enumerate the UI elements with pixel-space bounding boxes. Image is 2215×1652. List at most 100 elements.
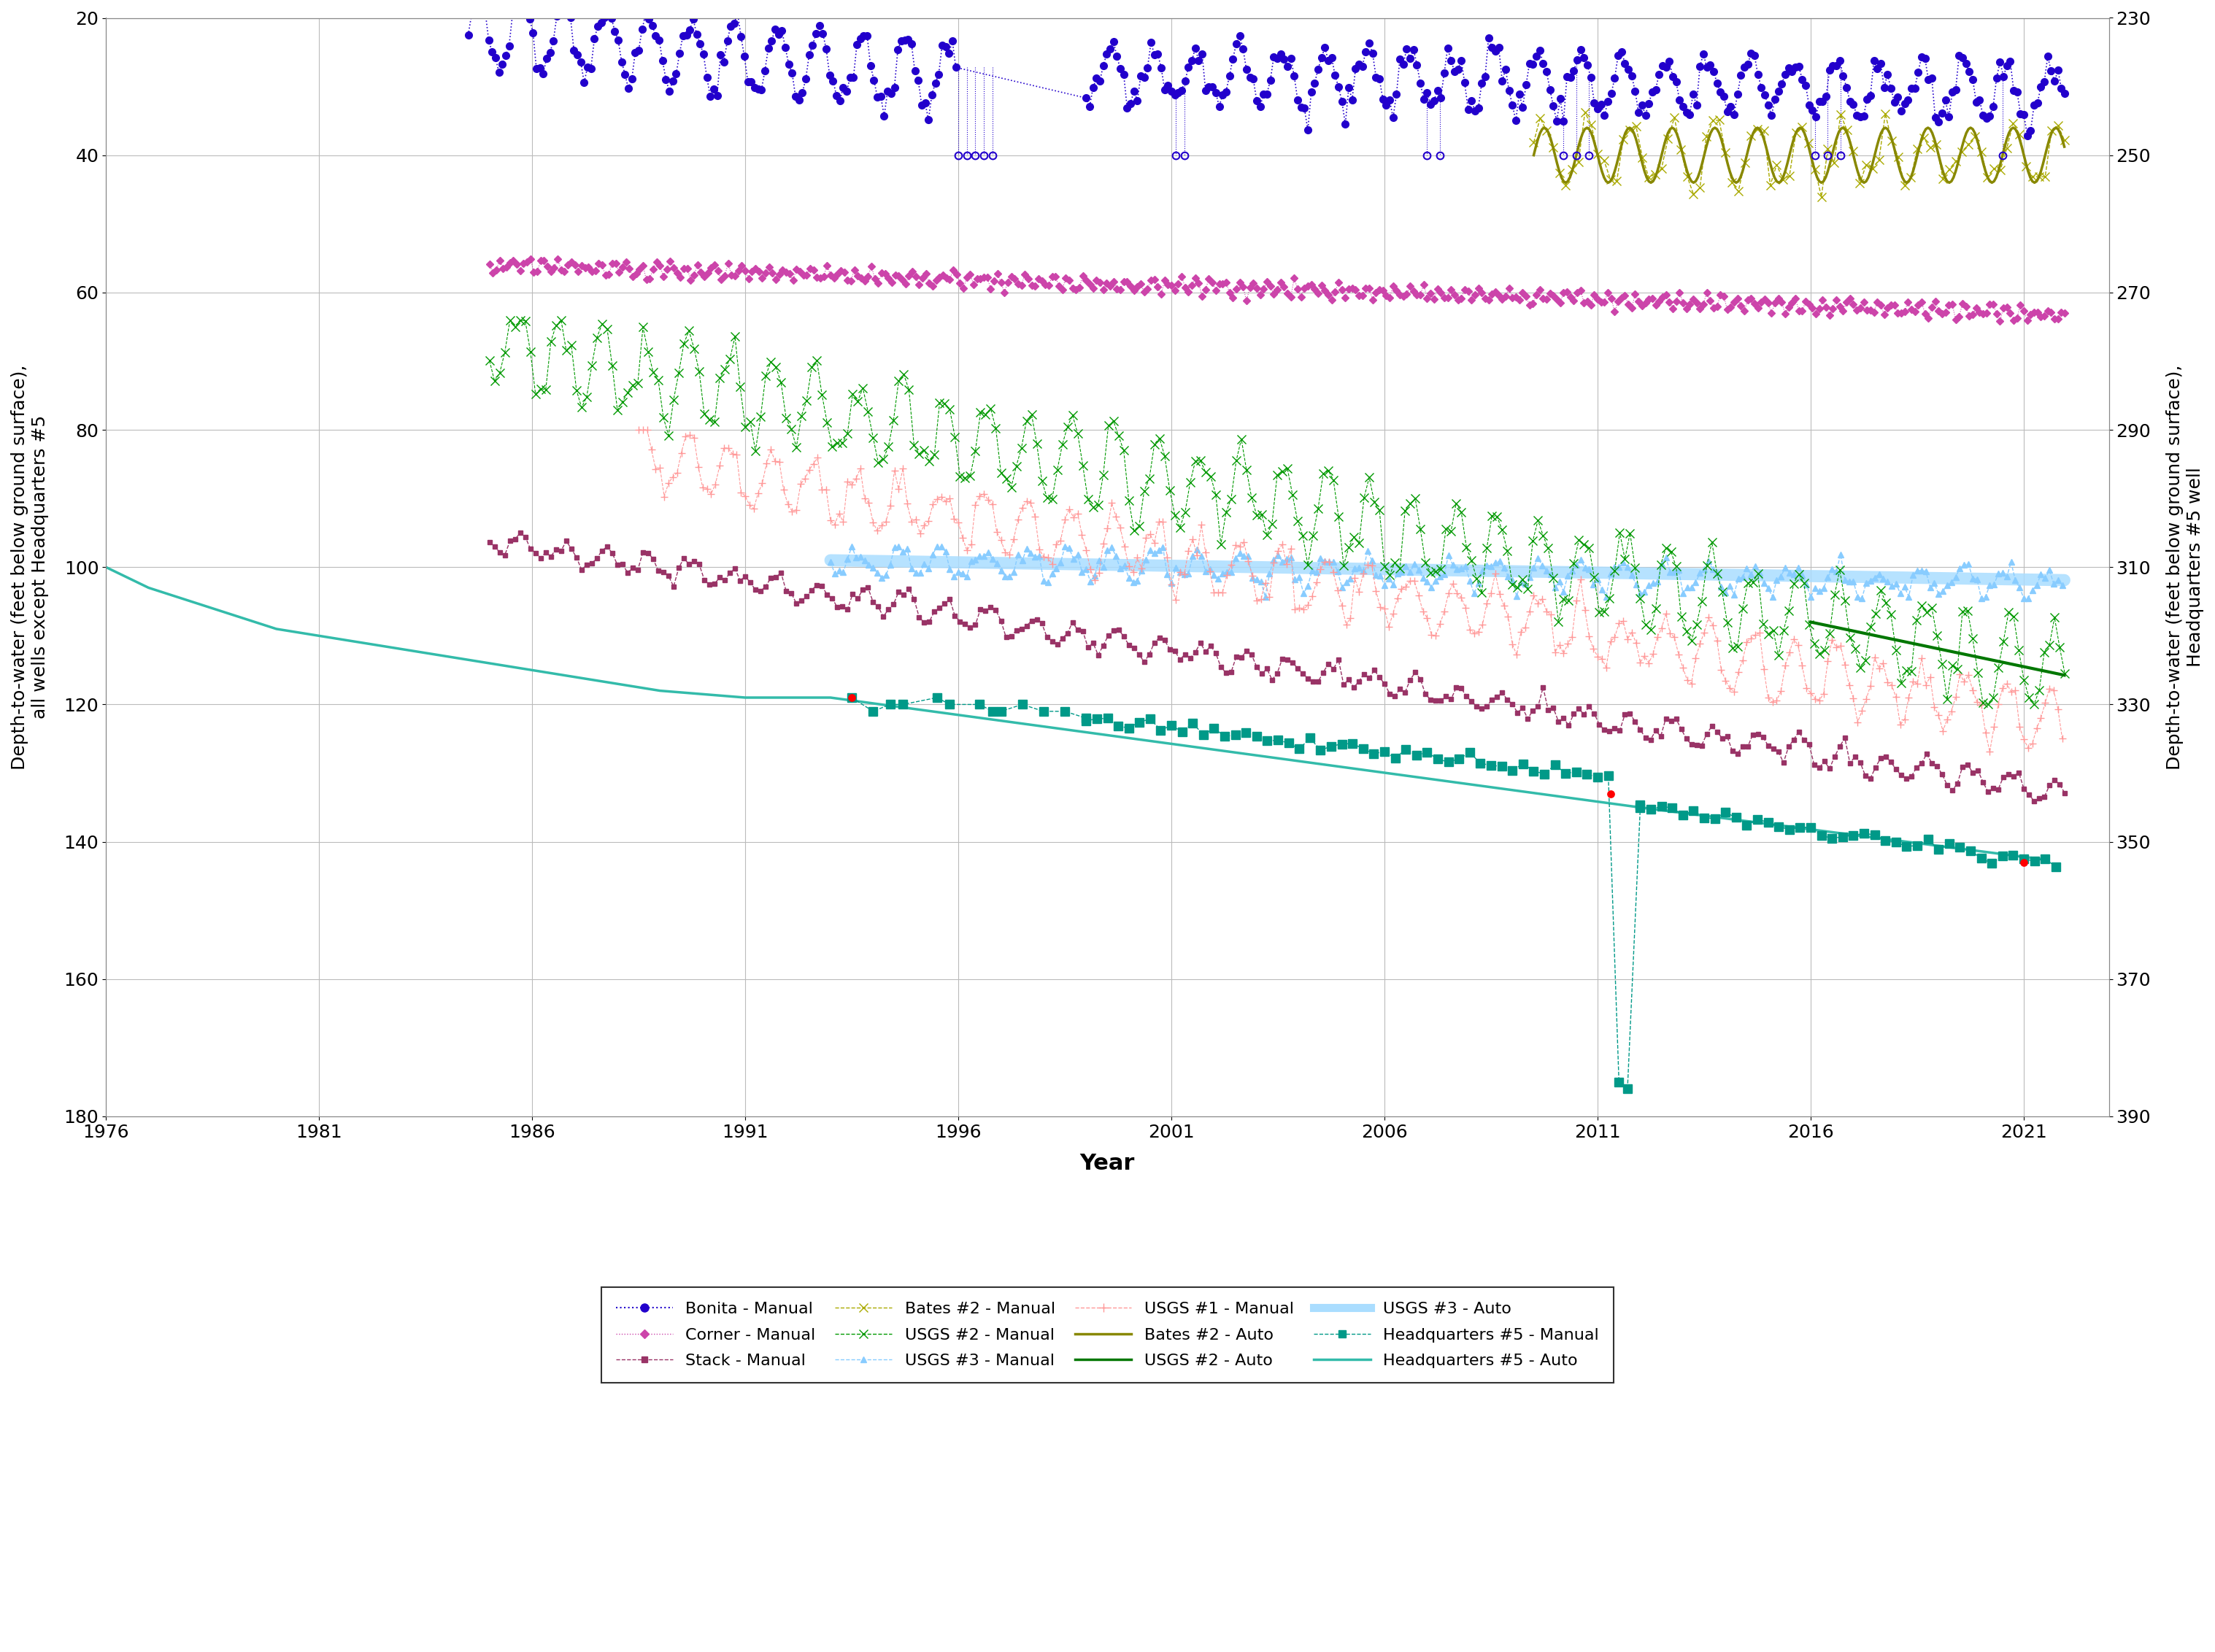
Bates #2 - Auto: [1613, 122, 1639, 142]
Headquarters #5 - Auto: [1841, 824, 1867, 844]
Line: USGS #3 - Auto: USGS #3 - Auto: [831, 560, 2064, 580]
Stack - Manual: [1265, 664, 1291, 684]
USGS #2 - Auto: [2051, 666, 2078, 686]
USGS #1 - Manual: [749, 474, 775, 494]
Headquarters #5 - Auto: [1905, 833, 1931, 852]
Bates #2 - Auto: [1519, 145, 1546, 165]
Headquarters #5 - Auto: [1925, 836, 1951, 856]
USGS #3 - Manual: [1362, 565, 1389, 585]
USGS #2 - Manual: [1976, 694, 2002, 714]
Bates #2 - Manual: [2051, 131, 2078, 150]
Headquarters #5 - Auto: [518, 661, 545, 681]
Line: Bonita - Manual: Bonita - Manual: [465, 8, 2069, 139]
USGS #1 - Manual: [1794, 679, 1821, 699]
USGS #3 - Auto: [1134, 555, 1161, 575]
USGS #1 - Manual: [2049, 729, 2075, 748]
Line: Headquarters #5 - Manual: Headquarters #5 - Manual: [848, 694, 2060, 1094]
Bates #2 - Auto: [2051, 137, 2078, 157]
Headquarters #5 - Auto: [647, 681, 673, 700]
Headquarters #5 - Auto: [731, 687, 758, 707]
Headquarters #5 - Auto: [1628, 798, 1655, 818]
Bonita - Manual: [571, 73, 598, 93]
Headquarters #5 - Auto: [1754, 814, 1781, 834]
Corner - Manual: [627, 259, 653, 279]
Corner - Manual: [476, 254, 503, 274]
Headquarters #5 - Auto: [1861, 828, 1887, 847]
Bates #2 - Manual: [1553, 175, 1579, 195]
Point: [835, 684, 870, 710]
Bonita - Manual: [2013, 126, 2040, 145]
Line: USGS #2 - Auto: USGS #2 - Auto: [1810, 623, 2064, 676]
USGS #1 - Manual: [1976, 742, 2002, 762]
Headquarters #5 - Auto: [392, 639, 419, 659]
Headquarters #5 - Auto: [1670, 803, 1697, 823]
Line: Bates #2 - Auto: Bates #2 - Auto: [1533, 127, 2064, 183]
Bonita - Manual: [461, 2, 487, 21]
Bates #2 - Auto: [1531, 117, 1557, 137]
Bonita - Manual: [1931, 91, 1958, 111]
USGS #2 - Manual: [2051, 664, 2078, 684]
Point: [2007, 849, 2042, 876]
USGS #2 - Manual: [835, 423, 862, 443]
USGS #3 - Auto: [2051, 570, 2078, 590]
USGS #3 - Manual: [1564, 555, 1590, 575]
Headquarters #5 - Manual: [1659, 798, 1686, 818]
Headquarters #5 - Manual: [1584, 767, 1610, 786]
Headquarters #5 - Manual: [839, 687, 866, 707]
Legend: Bonita - Manual, Corner - Manual, Stack - Manual, Bates #2 - Manual, USGS #2 - M: Bonita - Manual, Corner - Manual, Stack …: [600, 1287, 1615, 1383]
Line: Stack - Manual: Stack - Manual: [487, 530, 2067, 803]
USGS #3 - Auto: [1460, 560, 1486, 580]
Bates #2 - Auto: [1743, 117, 1770, 137]
Stack - Manual: [481, 537, 507, 557]
USGS #3 - Manual: [1112, 555, 1139, 575]
Headquarters #5 - Auto: [306, 626, 332, 646]
Bonita - Manual: [1438, 51, 1464, 71]
Corner - Manual: [1987, 311, 2013, 330]
USGS #3 - Manual: [817, 552, 844, 572]
Stack - Manual: [835, 600, 862, 620]
Corner - Manual: [516, 249, 543, 269]
Stack - Manual: [2051, 783, 2078, 803]
Corner - Manual: [1449, 289, 1475, 309]
Corner - Manual: [837, 271, 864, 291]
Bates #2 - Auto: [1892, 172, 1918, 192]
Line: Headquarters #5 - Auto: Headquarters #5 - Auto: [106, 567, 2044, 859]
Y-axis label: Depth-to-water (feet below ground surface),
Headquarters #5 well: Depth-to-water (feet below ground surfac…: [2166, 365, 2204, 770]
USGS #3 - Manual: [839, 537, 866, 557]
USGS #2 - Manual: [476, 350, 503, 370]
Bonita - Manual: [454, 25, 481, 45]
Headquarters #5 - Auto: [177, 591, 204, 611]
Headquarters #5 - Auto: [222, 605, 248, 624]
USGS #2 - Manual: [496, 311, 523, 330]
Headquarters #5 - Manual: [1595, 765, 1621, 785]
Headquarters #5 - Auto: [1883, 831, 1909, 851]
Corner - Manual: [1305, 284, 1331, 304]
Stack - Manual: [507, 524, 534, 544]
Line: USGS #2 - Manual: USGS #2 - Manual: [485, 316, 2069, 709]
USGS #2 - Auto: [1998, 654, 2025, 674]
USGS #3 - Auto: [817, 550, 844, 570]
Headquarters #5 - Auto: [1967, 841, 1993, 861]
Headquarters #5 - Auto: [1819, 823, 1845, 843]
USGS #2 - Manual: [1265, 466, 1291, 486]
Headquarters #5 - Auto: [605, 674, 631, 694]
USGS #2 - Auto: [2042, 664, 2069, 684]
Headquarters #5 - Auto: [1648, 800, 1675, 819]
Bates #2 - Manual: [1526, 107, 1553, 127]
Bates #2 - Manual: [1573, 102, 1599, 122]
Headquarters #5 - Manual: [2042, 857, 2069, 877]
Bates #2 - Auto: [1739, 129, 1765, 149]
Bates #2 - Manual: [1962, 127, 1989, 147]
Stack - Manual: [649, 562, 676, 582]
Bonita - Manual: [1748, 78, 1774, 97]
USGS #1 - Manual: [629, 420, 656, 439]
Headquarters #5 - Auto: [689, 684, 715, 704]
Headquarters #5 - Auto: [560, 667, 587, 687]
USGS #3 - Auto: [1768, 565, 1794, 585]
Headquarters #5 - Auto: [1690, 806, 1717, 826]
Bates #2 - Auto: [1553, 173, 1579, 193]
Headquarters #5 - Auto: [476, 653, 503, 672]
Bates #2 - Manual: [1807, 187, 1834, 206]
USGS #2 - Auto: [1796, 613, 1823, 633]
USGS #1 - Manual: [1515, 601, 1542, 621]
